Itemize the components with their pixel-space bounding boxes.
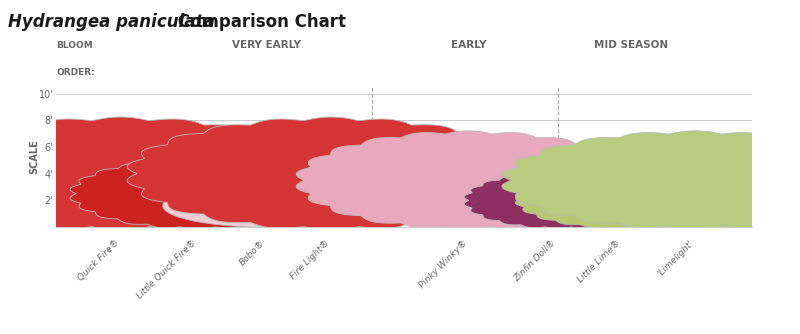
Polygon shape [502, 131, 800, 230]
Text: MID SEASON: MID SEASON [594, 40, 668, 50]
Polygon shape [70, 158, 325, 229]
Polygon shape [464, 172, 651, 229]
Polygon shape [0, 117, 332, 230]
Text: Comparison Chart: Comparison Chart [172, 13, 346, 31]
Polygon shape [127, 117, 535, 230]
Text: ORDER:: ORDER: [56, 68, 94, 77]
Text: Little Lime®: Little Lime® [577, 238, 622, 284]
Text: Pinky Winky®: Pinky Winky® [418, 238, 469, 290]
Polygon shape [163, 184, 370, 227]
Text: VERY EARLY: VERY EARLY [232, 40, 301, 50]
Polygon shape [296, 131, 642, 230]
Text: Hydrangea paniculata: Hydrangea paniculata [8, 13, 215, 31]
Text: Quick Fire®: Quick Fire® [76, 238, 121, 283]
Text: Little Quick Fire®: Little Quick Fire® [135, 238, 198, 301]
Text: BLOOM: BLOOM [56, 41, 93, 50]
Text: Fire Light®: Fire Light® [289, 238, 331, 281]
Text: EARLY: EARLY [451, 40, 486, 50]
Y-axis label: SCALE: SCALE [30, 140, 39, 174]
Text: Zinfin Doll®: Zinfin Doll® [513, 238, 558, 284]
Polygon shape [515, 169, 730, 229]
Text: 'Limelight': 'Limelight' [656, 238, 695, 278]
Text: Bobo®: Bobo® [238, 238, 266, 267]
